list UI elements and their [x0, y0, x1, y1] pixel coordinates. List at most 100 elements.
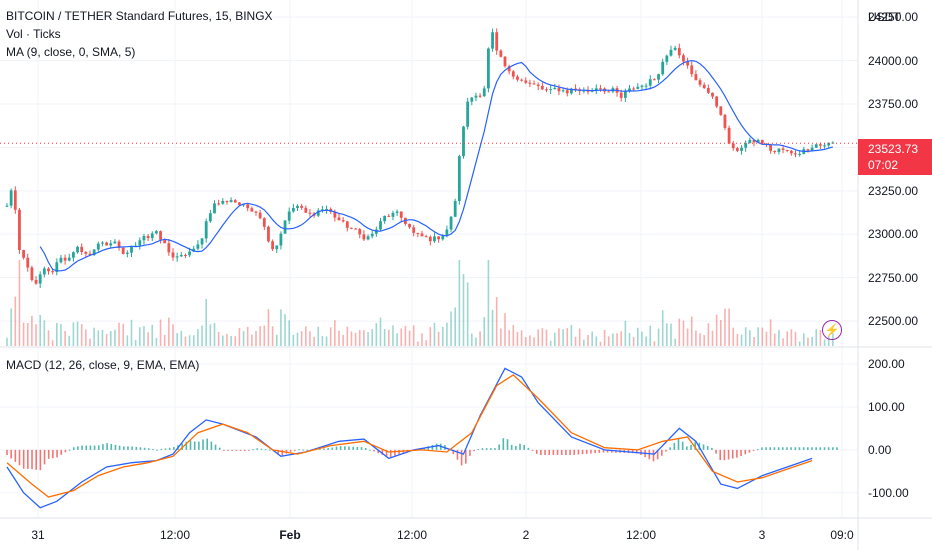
time-tick: 2	[522, 528, 530, 542]
candle-body	[225, 200, 229, 203]
volume-bar	[10, 308, 12, 346]
candle-body	[59, 257, 63, 263]
candle-body	[470, 97, 474, 102]
histogram-bar	[802, 447, 805, 450]
candle-body	[760, 139, 764, 144]
candle-body	[383, 215, 387, 222]
candle-body	[204, 221, 208, 239]
price-tick: 23250.00	[868, 183, 919, 198]
candle-body	[665, 55, 669, 62]
candle-body	[673, 47, 677, 50]
histogram-bar	[435, 443, 438, 450]
volume-bar	[85, 329, 87, 346]
candle-body	[532, 83, 536, 85]
volume-bar	[388, 329, 390, 346]
candle-body	[727, 127, 731, 144]
price-tick: 22750.00	[868, 270, 919, 285]
volume-bar	[483, 317, 486, 346]
histogram-bar	[277, 449, 279, 454]
candle-body	[723, 114, 727, 128]
candle-body	[287, 211, 291, 221]
volume-bar	[707, 323, 710, 346]
candle-body	[565, 90, 569, 94]
volume-bar	[72, 322, 75, 346]
candle-body	[773, 150, 777, 152]
volume-bar	[628, 333, 631, 346]
volume-bar	[462, 274, 465, 346]
candle-body	[744, 143, 748, 148]
ma-legend[interactable]: MA (9, close, 0, SMA, 5)	[6, 45, 136, 59]
volume-bar	[143, 326, 145, 346]
volume-bar	[516, 331, 519, 346]
candle-body	[433, 236, 436, 242]
volume-bar	[242, 331, 245, 346]
volume-bar	[466, 282, 469, 346]
candle-body	[138, 240, 142, 246]
candle-body	[719, 106, 723, 115]
candle-body	[262, 218, 266, 227]
histogram-bar	[72, 447, 75, 450]
histogram-bar	[577, 449, 580, 455]
macd-legend[interactable]: MACD (12, 26, close, 9, EMA, EMA)	[6, 358, 200, 372]
candle-body	[321, 209, 324, 211]
candle-body	[171, 252, 175, 258]
volume-bar	[275, 334, 278, 346]
volume-bar	[524, 337, 527, 346]
volume-bar	[558, 328, 560, 346]
volume-bar	[80, 324, 83, 346]
volume-bar	[76, 321, 79, 346]
histogram-bar	[202, 439, 204, 450]
candle-body	[690, 65, 694, 75]
candle-body	[175, 256, 179, 258]
volume-bar	[612, 333, 614, 346]
candle-body	[462, 126, 465, 157]
volume-bar	[566, 328, 569, 346]
volume-bar	[184, 336, 187, 346]
histogram-bar	[52, 449, 54, 459]
candle-body	[520, 79, 523, 81]
histogram-bar	[214, 444, 217, 450]
histogram-bar	[152, 449, 154, 451]
volume-bar	[504, 313, 506, 346]
histogram-bar	[348, 446, 350, 450]
volume-bar	[238, 328, 241, 346]
histogram-bar	[715, 449, 717, 454]
volume-bar	[690, 316, 693, 346]
candle-body	[657, 74, 660, 80]
candle-body	[26, 257, 30, 268]
histogram-bar	[298, 449, 300, 451]
volume-bar	[578, 328, 581, 346]
volume-bar	[674, 338, 676, 346]
volume-bar	[317, 326, 320, 346]
candle-body	[557, 87, 561, 92]
histogram-bar	[790, 447, 792, 450]
volume-bar	[421, 333, 423, 346]
histogram-bar	[373, 449, 375, 452]
candle-body	[511, 71, 515, 77]
histogram-bar	[360, 447, 363, 450]
candle-body	[428, 236, 432, 242]
volume-bar	[396, 333, 398, 346]
symbol-title[interactable]: BITCOIN / TETHER Standard Futures, 15, B…	[6, 9, 273, 23]
histogram-bar	[227, 449, 229, 451]
candle-body	[233, 200, 237, 203]
candle-body	[445, 229, 449, 237]
candle-body	[117, 241, 121, 248]
candle-body	[213, 203, 216, 214]
candle-body	[781, 148, 785, 150]
candle-body	[76, 246, 79, 253]
histogram-bar	[6, 449, 8, 455]
volume-bar	[213, 322, 216, 346]
histogram-bar	[773, 447, 776, 450]
grid-lines	[0, 0, 858, 518]
volume-legend[interactable]: Vol · Ticks	[6, 27, 61, 41]
histogram-bar	[811, 447, 813, 450]
candle-body	[304, 207, 308, 213]
histogram-bar	[369, 449, 371, 451]
candle-body	[350, 227, 353, 229]
volume-bar	[778, 329, 780, 346]
lightning-icon[interactable]: ⚡	[822, 320, 842, 340]
time-tick: 31	[31, 528, 45, 542]
volume-bar	[354, 332, 357, 346]
